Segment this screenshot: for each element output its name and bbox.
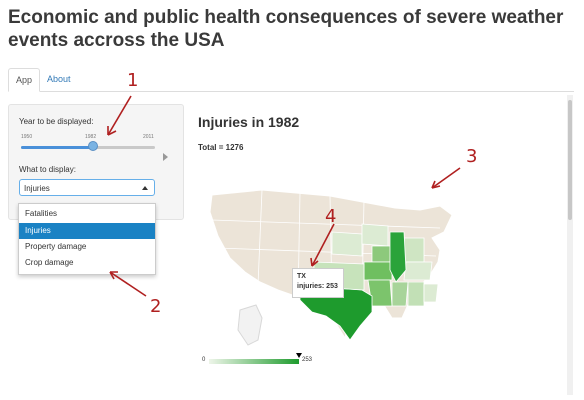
state-ar[interactable] xyxy=(363,261,393,281)
slider-max-label: 2011 xyxy=(143,134,154,140)
annotation-2: 2 xyxy=(150,296,162,317)
tooltip-value: injuries: 253 xyxy=(297,283,338,290)
slider-value-label: 1982 xyxy=(85,134,97,140)
legend-max: 253 xyxy=(302,357,313,363)
state-ga[interactable] xyxy=(423,283,439,303)
option-fatalities[interactable]: Fatalities xyxy=(25,209,58,218)
option-crop-damage[interactable]: Crop damage xyxy=(25,258,74,267)
play-icon[interactable] xyxy=(163,153,168,161)
map-title: Injuries in 1982 xyxy=(198,114,300,130)
tab-about[interactable]: About xyxy=(47,74,71,84)
state-al[interactable] xyxy=(407,281,425,307)
option-property-damage[interactable]: Property damage xyxy=(25,242,87,251)
option-injuries[interactable]: Injuries xyxy=(19,223,155,239)
annotation-3: 3 xyxy=(466,146,478,167)
year-label: Year to be displayed: xyxy=(19,117,94,126)
state-mo[interactable] xyxy=(331,231,363,257)
tab-bar: App About xyxy=(8,68,574,92)
display-label: What to display: xyxy=(19,165,76,174)
annotation-4: 4 xyxy=(325,206,337,227)
app-title: Economic and public health consequences … xyxy=(8,7,564,51)
state-ky[interactable] xyxy=(403,261,433,281)
state-ms[interactable] xyxy=(391,281,409,307)
state-ak[interactable] xyxy=(237,304,263,346)
legend-min: 0 xyxy=(202,357,206,363)
year-slider-handle[interactable] xyxy=(88,141,98,151)
scrollbar-thumb[interactable] xyxy=(568,100,572,220)
map-tooltip: TX injuries: 253 xyxy=(292,268,344,298)
legend-marker-icon xyxy=(296,353,302,358)
annotation-arrows xyxy=(107,95,461,297)
tab-app[interactable]: App xyxy=(8,68,41,92)
legend-gradient xyxy=(209,359,299,364)
slider-min-label: 1950 xyxy=(21,134,33,140)
annotation-1: 1 xyxy=(127,70,139,91)
total-label: Total = 1276 xyxy=(198,143,244,152)
state-ia[interactable] xyxy=(361,223,389,247)
scrollbar[interactable] xyxy=(567,95,573,395)
display-dropdown: Fatalities Injuries Property damage Crop… xyxy=(18,203,156,275)
tooltip-state: TX xyxy=(297,273,306,280)
year-slider-fill xyxy=(21,146,92,149)
caret-up-icon xyxy=(142,186,148,190)
state-in[interactable] xyxy=(371,245,393,263)
display-select[interactable]: Injuries xyxy=(19,179,155,196)
display-select-value: Injuries xyxy=(24,184,50,193)
state-il[interactable] xyxy=(389,231,407,283)
state-oh[interactable] xyxy=(403,237,425,263)
